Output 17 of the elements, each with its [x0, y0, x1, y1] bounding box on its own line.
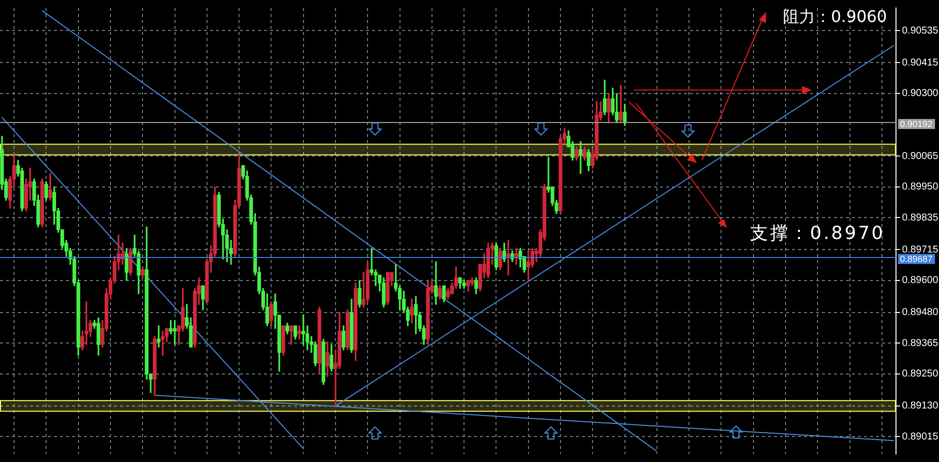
y-tick-label: 0.90415 — [902, 58, 939, 68]
y-tick-label: 0.90065 — [902, 150, 939, 162]
y-tick-label: 0.89015 — [902, 431, 939, 442]
y-tick-label: 0.89250 — [902, 368, 939, 380]
annotation: 阻力：0.9060 — [783, 7, 887, 28]
y-tick-label: 0.89130 — [902, 400, 939, 412]
y-tick-label: 0.89365 — [902, 338, 939, 349]
y-tick-label: 0.89600 — [902, 275, 939, 286]
annotation: 支撑：0.8970 — [750, 222, 885, 245]
y-tick-label: 0.90535 — [902, 25, 939, 36]
y-tick-label: 0.90300 — [902, 88, 939, 100]
y-tick-label: 0.89480 — [902, 307, 939, 318]
y-tick-label: 0.89835 — [902, 212, 939, 224]
y-tick-label: 0.89715 — [902, 244, 939, 256]
ref-line-label: 0.90192 — [898, 119, 935, 130]
ref-line-label: 0.89687 — [898, 254, 935, 264]
y-tick-label: 0.89950 — [902, 182, 939, 193]
